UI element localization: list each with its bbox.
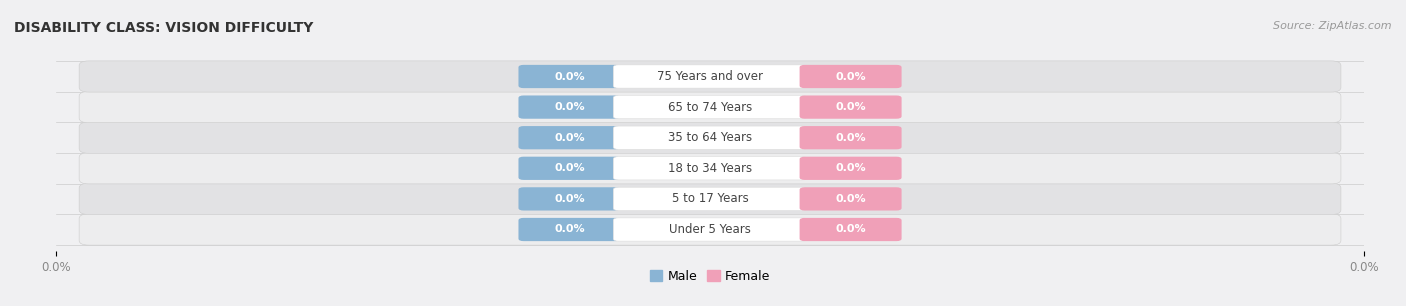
Text: 18 to 34 Years: 18 to 34 Years xyxy=(668,162,752,175)
FancyBboxPatch shape xyxy=(613,126,807,149)
FancyBboxPatch shape xyxy=(79,122,1341,153)
FancyBboxPatch shape xyxy=(79,61,1341,92)
Text: 0.0%: 0.0% xyxy=(835,163,866,173)
Text: 0.0%: 0.0% xyxy=(554,102,585,112)
FancyBboxPatch shape xyxy=(613,218,807,241)
Text: 0.0%: 0.0% xyxy=(554,225,585,234)
Legend: Male, Female: Male, Female xyxy=(645,265,775,288)
Text: 0.0%: 0.0% xyxy=(835,72,866,81)
FancyBboxPatch shape xyxy=(519,65,620,88)
FancyBboxPatch shape xyxy=(613,65,807,88)
Text: DISABILITY CLASS: VISION DIFFICULTY: DISABILITY CLASS: VISION DIFFICULTY xyxy=(14,21,314,35)
FancyBboxPatch shape xyxy=(613,187,807,211)
Text: 0.0%: 0.0% xyxy=(835,194,866,204)
Text: 0.0%: 0.0% xyxy=(835,133,866,143)
FancyBboxPatch shape xyxy=(800,157,901,180)
Text: 0.0%: 0.0% xyxy=(554,163,585,173)
Text: 0.0%: 0.0% xyxy=(835,225,866,234)
FancyBboxPatch shape xyxy=(79,183,1341,215)
Text: 65 to 74 Years: 65 to 74 Years xyxy=(668,101,752,114)
FancyBboxPatch shape xyxy=(519,187,620,211)
Text: 75 Years and over: 75 Years and over xyxy=(657,70,763,83)
FancyBboxPatch shape xyxy=(613,95,807,119)
FancyBboxPatch shape xyxy=(79,214,1341,245)
FancyBboxPatch shape xyxy=(800,95,901,119)
FancyBboxPatch shape xyxy=(800,126,901,149)
FancyBboxPatch shape xyxy=(79,153,1341,184)
Text: 5 to 17 Years: 5 to 17 Years xyxy=(672,192,748,205)
Text: 0.0%: 0.0% xyxy=(835,102,866,112)
FancyBboxPatch shape xyxy=(79,91,1341,123)
Text: Under 5 Years: Under 5 Years xyxy=(669,223,751,236)
FancyBboxPatch shape xyxy=(519,218,620,241)
FancyBboxPatch shape xyxy=(519,95,620,119)
FancyBboxPatch shape xyxy=(613,157,807,180)
FancyBboxPatch shape xyxy=(519,157,620,180)
FancyBboxPatch shape xyxy=(800,65,901,88)
Text: 0.0%: 0.0% xyxy=(554,72,585,81)
Text: 35 to 64 Years: 35 to 64 Years xyxy=(668,131,752,144)
FancyBboxPatch shape xyxy=(519,126,620,149)
Text: 0.0%: 0.0% xyxy=(554,133,585,143)
Text: Source: ZipAtlas.com: Source: ZipAtlas.com xyxy=(1274,21,1392,32)
FancyBboxPatch shape xyxy=(800,218,901,241)
Text: 0.0%: 0.0% xyxy=(554,194,585,204)
FancyBboxPatch shape xyxy=(800,187,901,211)
